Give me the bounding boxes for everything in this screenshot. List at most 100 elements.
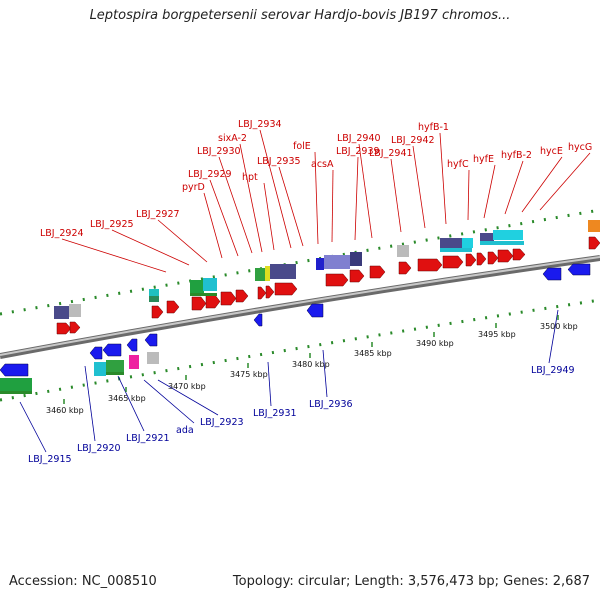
- leader-line-hyfe: [483, 164, 496, 219]
- forward-gene-arrow-21: [512, 248, 526, 261]
- forward-feature-box-15: [440, 248, 472, 252]
- leader-line-sixa-2: [239, 143, 263, 253]
- gene-label-lbj_2925: LBJ_2925: [90, 219, 134, 230]
- gene-label-lbj_2929: LBJ_2929: [188, 169, 232, 180]
- forward-gene-arrow-12: [349, 269, 365, 283]
- forward-feature-box-9: [270, 264, 296, 279]
- leader-line-lbj_2934: [259, 129, 292, 249]
- gene-label-sixa-2: sixA-2: [218, 133, 247, 144]
- forward-feature-box-11: [324, 255, 350, 269]
- forward-feature-box-16: [462, 238, 473, 248]
- leader-line-lbj_2915: [19, 401, 47, 453]
- leader-line-hyfb-1: [439, 132, 447, 225]
- leader-line-fole: [314, 151, 319, 245]
- leader-line-lbj_2936: [322, 349, 328, 398]
- scale-tick-label: 3495 kbp: [478, 330, 516, 339]
- reverse-gene-arrow-5: [253, 313, 263, 327]
- genome-backbone-highlight: [0, 256, 600, 356]
- forward-feature-box-4: [190, 280, 204, 293]
- leader-line-pyrd: [203, 192, 223, 259]
- forward-gene-arrow-20: [497, 249, 514, 263]
- scale-tick-label: 3490 kbp: [416, 339, 454, 348]
- gene-label-lbj_2931: LBJ_2931: [253, 408, 297, 419]
- gene-label-pyrd: pyrD: [182, 182, 205, 193]
- gene-label-lbj_2915: LBJ_2915: [28, 454, 72, 465]
- leader-line-lbj_2924: [61, 238, 167, 273]
- leader-line-lbj_2940: [358, 143, 373, 239]
- gene-label-lbj_2924: LBJ_2924: [40, 228, 84, 239]
- forward-gene-arrow-13: [369, 265, 386, 279]
- forward-gene-arrow-3: [166, 300, 180, 314]
- scale-tick-label: 3470 kbp: [168, 382, 206, 391]
- forward-gene-arrow-1: [69, 321, 81, 334]
- reverse-gene-arrow-0: [0, 363, 29, 377]
- leader-line-lbj_2929: [209, 179, 239, 257]
- leader-line-lbj_2925: [111, 229, 190, 266]
- gene-label-hycg: hycG: [568, 142, 592, 153]
- gene-label-hyfe: hyfE: [473, 154, 494, 165]
- topology-text: Topology: circular; Length: 3,576,473 bp…: [232, 574, 590, 589]
- gene-label-hyfb-2: hyfB-2: [501, 150, 532, 161]
- leader-line-lbj_2949: [548, 309, 559, 364]
- leader-line-lbj_2941: [390, 158, 402, 233]
- forward-feature-box-2: [149, 289, 159, 296]
- leader-line-lbj_2939: [354, 156, 359, 241]
- reverse-gene-arrow-6: [306, 303, 324, 318]
- scale-tick-label: 3500 kbp: [540, 322, 578, 331]
- leader-line-hyfc: [467, 169, 470, 221]
- forward-feature-box-10: [316, 258, 324, 270]
- reverse-feature-box-6: [147, 352, 159, 364]
- reverse-feature-box-2: [94, 362, 106, 376]
- leader-line-lbj_2935: [278, 166, 304, 247]
- gene-label-ada: ada: [176, 425, 194, 436]
- gene-label-lbj_2939: LBJ_2939: [336, 146, 380, 157]
- leader-line-lbj_2921: [117, 375, 145, 432]
- leader-line-hycg: [539, 152, 591, 211]
- gene-label-lbj_2940: LBJ_2940: [337, 133, 381, 144]
- forward-feature-box-3: [149, 296, 159, 302]
- scale-tick-label: 3485 kbp: [354, 349, 392, 358]
- forward-feature-box-5: [203, 278, 217, 291]
- gene-label-lbj_2935: LBJ_2935: [257, 156, 301, 167]
- gene-label-hpt: hpt: [242, 172, 258, 183]
- scale-tick-label: 3475 kbp: [230, 370, 268, 379]
- forward-gene-arrow-15: [417, 258, 443, 272]
- reverse-feature-box-1: [0, 391, 32, 394]
- forward-feature-box-6: [190, 293, 217, 296]
- leader-line-hpt: [263, 182, 275, 251]
- forward-track-dots: [0, 208, 600, 316]
- forward-gene-arrow-18: [476, 252, 487, 266]
- forward-gene-arrow-6: [220, 291, 237, 306]
- gene-label-acsa: acsA: [311, 159, 334, 170]
- gene-label-lbj_2934: LBJ_2934: [238, 119, 282, 130]
- genome-backbone: [0, 255, 600, 359]
- gene-label-hyfc: hyfC: [447, 159, 469, 170]
- leader-line-lbj_2942: [412, 145, 426, 229]
- reverse-gene-arrow-7: [542, 267, 562, 281]
- gene-label-lbj_2936: LBJ_2936: [309, 399, 353, 410]
- forward-gene-arrow-8: [257, 286, 267, 300]
- gene-label-hyce: hycE: [540, 146, 563, 157]
- forward-gene-arrow-14: [398, 261, 412, 275]
- forward-gene-arrow-22: [588, 236, 600, 250]
- leader-line-hyfb-2: [504, 160, 524, 215]
- forward-gene-arrow-4: [191, 296, 207, 311]
- forward-feature-box-17: [480, 233, 494, 241]
- gene-label-lbj_2930: LBJ_2930: [197, 146, 241, 157]
- forward-feature-box-20: [588, 220, 600, 232]
- gene-label-fole: folE: [293, 141, 311, 152]
- gene-label-lbj_2942: LBJ_2942: [391, 135, 435, 146]
- reverse-gene-arrow-3: [126, 338, 138, 352]
- gene-label-lbj_2921: LBJ_2921: [126, 433, 170, 444]
- forward-gene-arrow-5: [205, 294, 221, 309]
- reverse-gene-arrow-1: [89, 346, 103, 360]
- forward-gene-arrow-10: [274, 282, 298, 296]
- leader-line-lbj_2923: [157, 379, 219, 416]
- reverse-gene-arrow-2: [102, 343, 122, 357]
- scale-tick-label: 3465 kbp: [108, 394, 146, 403]
- forward-feature-box-14: [440, 238, 462, 248]
- forward-gene-arrow-2: [151, 305, 164, 319]
- gene-label-hyfb-1: hyfB-1: [418, 122, 449, 133]
- forward-feature-box-18: [493, 230, 523, 240]
- forward-gene-arrow-19: [487, 251, 499, 265]
